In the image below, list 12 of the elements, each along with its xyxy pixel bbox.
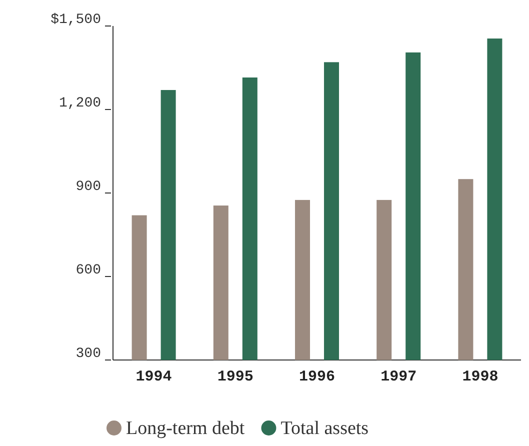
x-tick-label: 1995 — [217, 368, 254, 386]
y-tick-label: $1,500 — [50, 12, 101, 28]
x-tick-label: 1998 — [462, 368, 498, 386]
y-tick-label: 1,200 — [58, 96, 101, 112]
y-tick-label: 300 — [76, 346, 101, 362]
y-tick-label: 600 — [76, 262, 101, 279]
x-tick-label: 1996 — [298, 368, 336, 386]
y-tick-label: 900 — [76, 179, 101, 196]
legend-label: Total assets — [280, 418, 369, 439]
x-tick-label: 1997 — [380, 368, 417, 386]
legend-label: Long-term debt — [126, 418, 246, 439]
x-tick-label: 1994 — [136, 368, 172, 386]
